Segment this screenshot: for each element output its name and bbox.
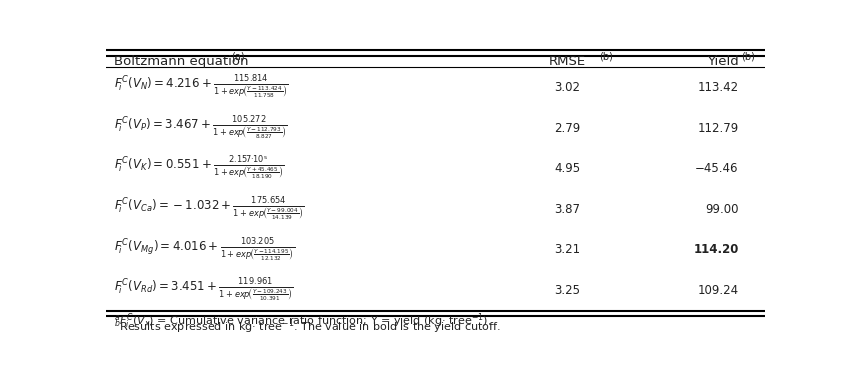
Text: $^{a}F_{i}^{C}(V_{x})$ = Cumulative variance ratio function; Y = yield (kg· tree: $^{a}F_{i}^{C}(V_{x})$ = Cumulative vari… bbox=[114, 311, 492, 331]
Text: 113.42: 113.42 bbox=[698, 81, 739, 94]
Text: $F\!_i^{\ C}(V_{Rd}) = 3.451 + \frac{119.961}{1+exp\!\left(\frac{Y-109.243}{10.3: $F\!_i^{\ C}(V_{Rd}) = 3.451 + \frac{119… bbox=[114, 277, 293, 304]
Text: $F\!_i^{\ C}(V_{Ca}) = -1.032 + \frac{175.654}{1+exp\!\left(\frac{Y-99.004}{14.1: $F\!_i^{\ C}(V_{Ca}) = -1.032 + \frac{17… bbox=[114, 196, 304, 223]
Text: 3.87: 3.87 bbox=[554, 203, 581, 216]
Text: $F\!_i^{\ C}(V_{Mg}) = 4.016 + \frac{103.205}{1+exp\!\left(\frac{Y-114.195}{12.1: $F\!_i^{\ C}(V_{Mg}) = 4.016 + \frac{103… bbox=[114, 236, 295, 263]
Text: 4.95: 4.95 bbox=[554, 162, 581, 175]
Text: 112.79: 112.79 bbox=[697, 122, 739, 135]
Text: 109.24: 109.24 bbox=[698, 284, 739, 297]
Text: 3.02: 3.02 bbox=[554, 81, 581, 94]
Text: RMSE: RMSE bbox=[549, 55, 586, 68]
Text: $F\!_i^{\ C}(V_{K}) = 0.551 + \frac{2.157·10⁵}{1+exp\!\left(\frac{Y+45.465}{18.1: $F\!_i^{\ C}(V_{K}) = 0.551 + \frac{2.15… bbox=[114, 155, 285, 183]
Text: 2.79: 2.79 bbox=[554, 122, 581, 135]
Text: $F\!_i^{\ C}(V_{N}) = 4.216 + \frac{115.814}{1+exp\!\left(\frac{Y-113.424}{11.75: $F\!_i^{\ C}(V_{N}) = 4.216 + \frac{115.… bbox=[114, 74, 288, 101]
Text: $F\!_i^{\ C}(V_{P}) = 3.467 + \frac{105.272}{1+exp\!\left(\frac{Y-112.793}{8.827: $F\!_i^{\ C}(V_{P}) = 3.467 + \frac{105.… bbox=[114, 115, 287, 142]
Text: −45.46: −45.46 bbox=[695, 162, 739, 175]
Text: 3.25: 3.25 bbox=[554, 284, 581, 297]
Text: Yield: Yield bbox=[707, 55, 739, 68]
Text: (b): (b) bbox=[741, 52, 755, 62]
Text: (a): (a) bbox=[231, 52, 245, 62]
Text: Boltzmann equation: Boltzmann equation bbox=[114, 55, 249, 68]
Text: 3.21: 3.21 bbox=[554, 243, 581, 256]
Text: $^{b}$Results expressed in kg· tree$^{-1}$. The value in bold is the yield cutof: $^{b}$Results expressed in kg· tree$^{-1… bbox=[114, 318, 501, 336]
Text: 99.00: 99.00 bbox=[706, 203, 739, 216]
Text: (b): (b) bbox=[599, 52, 613, 62]
Text: 114.20: 114.20 bbox=[694, 243, 739, 256]
